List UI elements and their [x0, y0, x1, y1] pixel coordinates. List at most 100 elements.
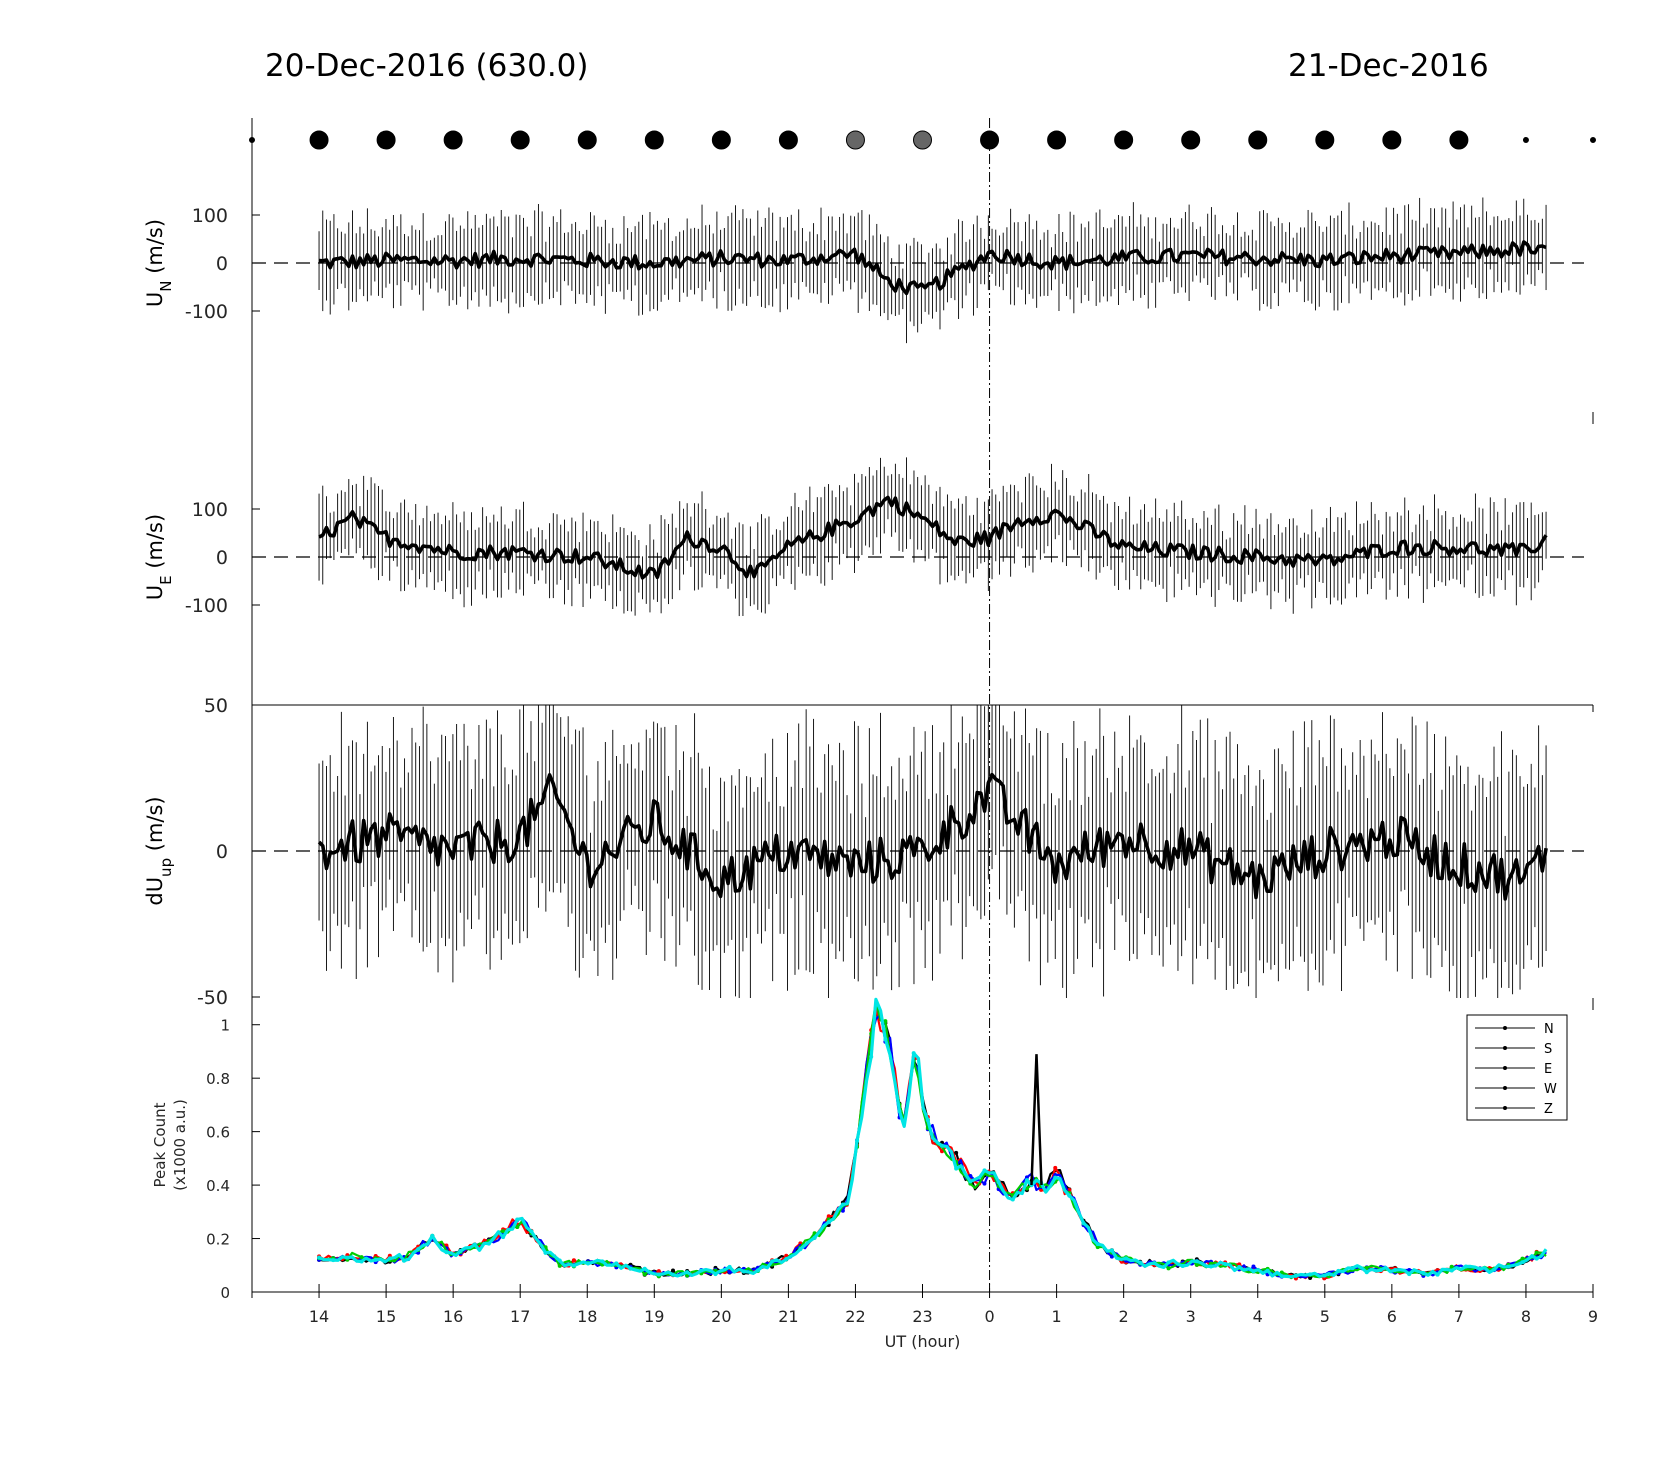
time-marker: [644, 130, 664, 150]
data-point-Z: [1067, 1193, 1072, 1198]
data-point-E: [727, 1270, 732, 1275]
data-point-W: [1534, 1250, 1539, 1255]
data-point-Z: [1308, 1272, 1313, 1277]
x-tick-label: 17: [510, 1307, 530, 1326]
y-axis-label: UN (m/s): [143, 219, 175, 307]
time-marker: [309, 130, 329, 150]
legend-marker: [1503, 1026, 1507, 1030]
data-point-Z: [628, 1266, 633, 1271]
data-point-Z: [1095, 1242, 1100, 1247]
data-point-Z: [1364, 1270, 1369, 1275]
data-point-Z: [1109, 1248, 1114, 1253]
data-point-S: [571, 1258, 576, 1263]
data-point-W: [1095, 1245, 1100, 1250]
y-tick-label: 100: [192, 205, 228, 227]
data-point-Z: [1237, 1264, 1242, 1269]
time-marker: [577, 130, 597, 150]
data-point-Z: [1421, 1270, 1426, 1275]
data-point-Z: [1449, 1268, 1454, 1273]
x-tick-label: 5: [1320, 1307, 1330, 1326]
data-point-Z: [840, 1202, 845, 1207]
data-point-W: [515, 1224, 520, 1229]
time-marker: [711, 130, 731, 150]
data-point-Z: [401, 1258, 406, 1263]
x-tick-label: 22: [845, 1307, 865, 1326]
data-point-Z: [1010, 1197, 1015, 1202]
time-marker: [1114, 130, 1134, 150]
data-point-W: [359, 1255, 364, 1260]
data-point-E: [1109, 1254, 1114, 1259]
data-point-S: [1053, 1165, 1058, 1170]
y-label-unit: (m/s): [143, 219, 167, 281]
data-point-Z: [1393, 1267, 1398, 1272]
y-tick-label: 0.8: [206, 1070, 230, 1088]
data-point-Z: [954, 1166, 959, 1171]
data-point-Z: [1265, 1268, 1270, 1273]
x-tick-label: 3: [1186, 1307, 1196, 1326]
data-point-Z: [670, 1272, 675, 1277]
y-tick-label: 1: [220, 1017, 230, 1035]
data-point-Z: [614, 1261, 619, 1266]
data-point-Z: [317, 1255, 322, 1260]
series-line-Z: [318, 997, 1548, 1279]
data-point-Z: [1407, 1272, 1412, 1277]
data-point-W: [557, 1263, 562, 1268]
y-label-main: dU: [143, 877, 167, 906]
data-point-Z: [1053, 1175, 1058, 1180]
data-point-Z: [359, 1259, 364, 1264]
data-point-Z: [1336, 1268, 1341, 1273]
data-point-Z: [1251, 1269, 1256, 1274]
time-marker: [1315, 130, 1335, 150]
y-axis-label: UE (m/s): [143, 514, 175, 600]
data-point-E: [982, 1181, 987, 1186]
data-point-N: [954, 1150, 959, 1155]
data-point-S: [826, 1214, 831, 1219]
data-point-Z: [1138, 1260, 1143, 1265]
time-marker: [980, 130, 1000, 150]
panel-UN: 100 0 -100 UN (m/s): [143, 130, 1596, 344]
x-tick-label: 0: [984, 1307, 994, 1326]
data-point-Z: [1194, 1259, 1199, 1264]
data-point-S: [784, 1253, 789, 1258]
data-point-Z: [486, 1241, 491, 1246]
x-tick-label: 9: [1588, 1307, 1598, 1326]
data-point-Z: [1081, 1221, 1086, 1226]
data-point-Z: [1477, 1267, 1482, 1272]
series-line-UN: [319, 240, 1547, 296]
data-point-N: [1308, 1276, 1313, 1281]
data-point-Z: [529, 1229, 534, 1234]
data-point-Z: [1378, 1268, 1383, 1273]
data-point-W: [1194, 1262, 1199, 1267]
data-point-Z: [1534, 1256, 1539, 1261]
y-label-sub: N: [157, 280, 175, 291]
data-point-Z: [784, 1257, 789, 1262]
time-marker: [1522, 137, 1529, 143]
data-point-Z: [685, 1270, 690, 1275]
data-point-Z: [770, 1259, 775, 1264]
data-point-Z: [812, 1235, 817, 1240]
x-tick-label: 15: [376, 1307, 396, 1326]
x-tick-label: 18: [577, 1307, 597, 1326]
legend-label: N: [1544, 1022, 1554, 1037]
legend-label: W: [1544, 1082, 1557, 1097]
data-point-Z: [1492, 1267, 1497, 1272]
time-marker: [913, 130, 932, 150]
x-tick-label: 19: [644, 1307, 664, 1326]
data-point-W: [1520, 1256, 1525, 1261]
time-marker: [510, 130, 530, 150]
x-tick-label: 2: [1119, 1307, 1129, 1326]
data-point-Z: [826, 1220, 831, 1225]
time-marker: [1590, 137, 1596, 143]
panel-UE: 100 0 -100 UE (m/s): [143, 457, 1584, 617]
data-point-N: [670, 1268, 675, 1273]
data-point-Z: [331, 1258, 336, 1263]
data-point-Z: [543, 1250, 548, 1255]
y-tick-label: 100: [192, 499, 228, 521]
data-point-Z: [798, 1247, 803, 1252]
data-point-Z: [387, 1256, 392, 1261]
y-tick-label: 0.2: [206, 1231, 230, 1249]
data-point-Z: [501, 1235, 506, 1240]
data-point-Z: [345, 1255, 350, 1260]
data-point-Z: [1520, 1260, 1525, 1265]
